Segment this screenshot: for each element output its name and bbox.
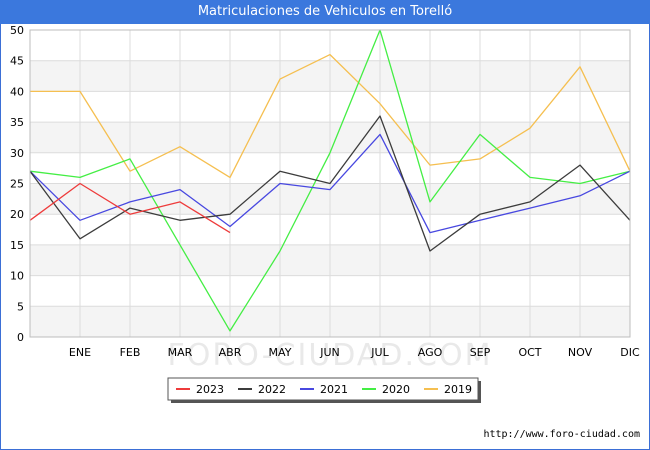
series-line-2022	[29, 115, 631, 252]
series-line-2019	[30, 53, 631, 179]
y-tick-label: 10	[10, 270, 24, 283]
x-tick-label: ENE	[69, 346, 91, 359]
series-line-2021	[29, 133, 631, 234]
x-tick-label: JUN	[319, 346, 340, 359]
series-line-2023	[29, 182, 231, 234]
y-tick-label: 5	[17, 300, 24, 313]
chart-title: Matriculaciones de Vehiculos en Torelló	[0, 0, 650, 24]
x-tick-label: DIC	[620, 346, 640, 359]
x-tick-label: SEP	[470, 346, 491, 359]
y-tick-label: 50	[10, 24, 24, 37]
x-tick-label: JUL	[370, 346, 389, 359]
series-line-2020	[29, 29, 631, 332]
y-tick-label: 40	[10, 85, 24, 98]
y-tick-label: 30	[10, 147, 24, 160]
legend-label-2023: 2023	[196, 383, 224, 396]
plot-border	[29, 29, 631, 338]
y-tick-label: 45	[10, 55, 24, 68]
x-tick-label: MAR	[168, 346, 193, 359]
x-tick-label: NOV	[568, 346, 593, 359]
legend-label-2022: 2022	[258, 383, 286, 396]
y-tick-label: 15	[10, 239, 24, 252]
y-tick-label: 35	[10, 116, 24, 129]
x-tick-label: ABR	[219, 346, 242, 359]
y-tick-label: 20	[10, 208, 24, 221]
x-tick-label: FEB	[120, 346, 141, 359]
series-lines	[29, 29, 631, 332]
watermark-text: FORO-CIUDAD.COM	[168, 338, 493, 373]
x-tick-label: AGO	[418, 346, 443, 359]
legend: 2023 2022 2021 2020 2019	[167, 377, 481, 403]
y-tick-label: 25	[10, 178, 24, 191]
source-url: http://www.foro-ciudad.com	[483, 429, 640, 440]
plot-axes: 0 5 10 15 20 25 30 35 40 45 50 ENE FEB MAR ABR MAY JUN JU…	[10, 24, 640, 359]
legend-label-2021: 2021	[320, 383, 348, 396]
y-tick-label: 0	[17, 331, 24, 344]
legend-label-2020: 2020	[382, 383, 410, 396]
x-tick-label: MAY	[269, 346, 292, 359]
x-tick-label: OCT	[518, 346, 541, 359]
legend-box	[167, 377, 479, 401]
legend-label-2019: 2019	[444, 383, 472, 396]
